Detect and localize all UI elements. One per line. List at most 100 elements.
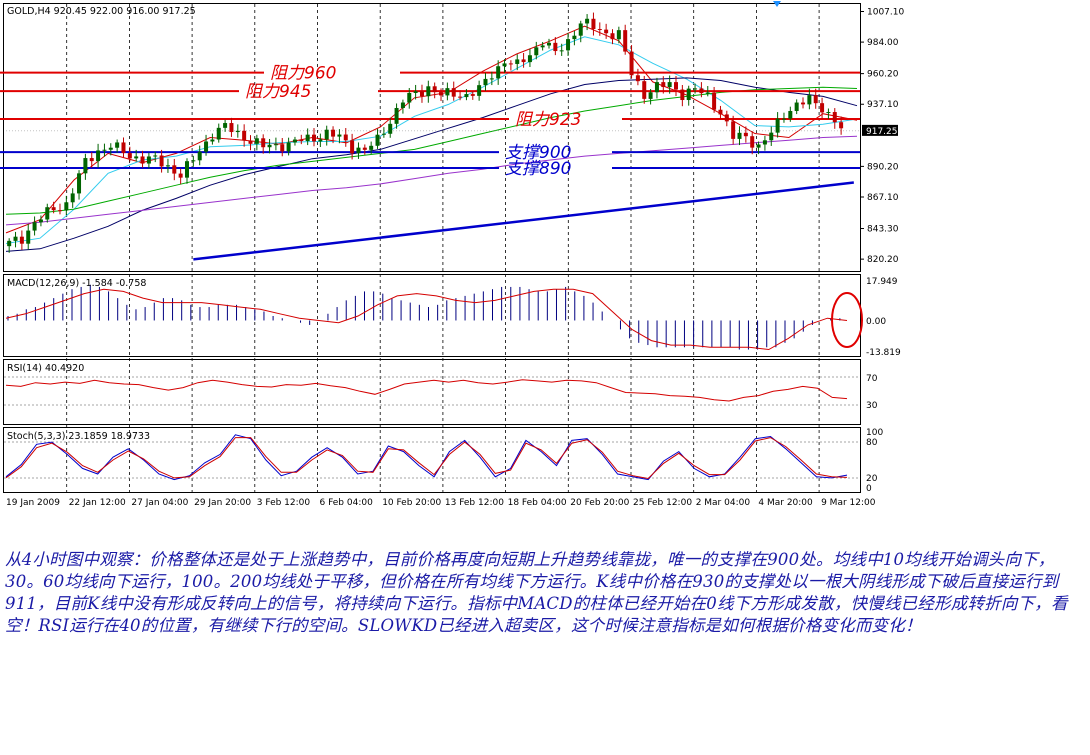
stoch-axis-80: 80 (866, 438, 878, 448)
time-tick-label: 25 Feb 12:00 (633, 498, 692, 508)
candle-body (375, 134, 380, 146)
candle-body (337, 134, 342, 137)
candle-body (229, 123, 234, 133)
level-label: 阻力945 (245, 82, 311, 102)
candle-body (159, 155, 164, 167)
stoch-axis-0: 0 (866, 484, 872, 494)
price-tick-label: 820.20 (867, 255, 899, 265)
level-label: 支撑890 (505, 159, 571, 179)
candle-body (826, 112, 831, 114)
macd-panel-frame (3, 274, 861, 357)
candle-body (286, 142, 291, 152)
rsi-panel-title: RSI(14) 40.4920 (7, 363, 84, 374)
time-tick-label: 2 Mar 04:00 (696, 498, 751, 508)
current-price-tag: 917.25 (862, 124, 898, 137)
time-tick-label: 4 Mar 20:00 (758, 498, 813, 508)
candle-body (273, 144, 278, 146)
price-tick-label: 984.00 (867, 38, 899, 48)
time-tick-label: 6 Feb 04:00 (320, 498, 374, 508)
candle-body (64, 202, 69, 211)
candle-body (350, 140, 355, 154)
candle-body (83, 158, 88, 174)
price-levels (0, 71, 860, 169)
candle-body (508, 63, 513, 65)
candle-body (153, 155, 158, 157)
candle-body (248, 140, 253, 144)
candle-body (635, 75, 640, 82)
candle-body (381, 133, 386, 135)
candle-body (292, 139, 297, 143)
time-tick-label: 22 Jan 12:00 (69, 498, 126, 508)
candle-body (45, 207, 50, 220)
stoch-panel-title: Stoch(5,3,3) 23.1859 18.9733 (7, 431, 150, 442)
candle-body (839, 122, 844, 129)
candle-body (102, 149, 107, 151)
candle-body (254, 138, 259, 144)
candle-body (820, 103, 825, 113)
level-label: 阻力960 (270, 64, 336, 84)
scroll-marker-icon[interactable] (773, 1, 781, 7)
rsi-axis-30: 30 (866, 401, 878, 411)
stoch-line-main (5, 434, 848, 481)
macd-panel-title: MACD(12,26,9) -1.584 -0.758 (7, 278, 146, 289)
candle-body (7, 240, 12, 247)
candle-body (737, 132, 742, 139)
chart-background (0, 0, 1090, 535)
candle-body (267, 144, 272, 148)
stoch-axis-20: 20 (866, 474, 878, 484)
rsi-line (5, 379, 848, 402)
time-tick-label: 20 Feb 20:00 (570, 498, 629, 508)
stoch-line-signal (5, 437, 848, 480)
candle-body (610, 33, 615, 40)
time-tick-label: 29 Jan 20:00 (194, 498, 251, 508)
macd-axis-top: 17.949 (866, 277, 898, 287)
time-tick-label: 10 Feb 20:00 (382, 498, 441, 508)
current-price-value: 917.25 (866, 127, 898, 137)
candle-body (724, 114, 729, 122)
candle-body (439, 92, 444, 96)
candle-body (312, 134, 317, 142)
candle-body (70, 193, 75, 203)
candle-body (648, 92, 653, 99)
candle-body (216, 127, 221, 140)
candle-body (96, 150, 101, 162)
candle-body (534, 47, 539, 56)
price-panel-title: GOLD,H4 920.45 922.00 916.00 917.25 (7, 6, 196, 17)
price-tick-label: 843.30 (867, 225, 899, 235)
candle-body (318, 139, 323, 142)
ma-line-60 (5, 77, 858, 252)
candle-body (693, 88, 698, 90)
macd-highlight-ellipse (831, 292, 863, 348)
candle-body (750, 136, 755, 148)
time-tick-label: 18 Feb 04:00 (508, 498, 567, 508)
candle-body (204, 141, 209, 152)
candle-body (426, 86, 431, 97)
candle-body (464, 94, 469, 98)
candle-body (394, 107, 399, 124)
candle-body (743, 132, 748, 137)
candle-body (407, 92, 412, 103)
candle-body (489, 78, 494, 80)
candle-body (38, 219, 43, 223)
candle-body (540, 45, 545, 48)
candle-body (127, 153, 132, 159)
candle-body (77, 173, 82, 194)
candle-body (197, 151, 202, 161)
price-tick-label: 1007.10 (867, 7, 904, 17)
candle-body (419, 91, 424, 97)
candle-body (235, 130, 240, 133)
candle-body (400, 102, 405, 108)
candle-body (210, 139, 215, 142)
panel-frames (3, 3, 861, 493)
rsi-levels (4, 376, 860, 406)
ma-line-200 (5, 135, 858, 226)
candle-body (115, 142, 120, 148)
candle-body (775, 118, 780, 133)
candle-body (674, 82, 679, 90)
level-label: 支撑900 (505, 143, 571, 163)
time-tick-label: 13 Feb 12:00 (445, 498, 504, 508)
candle-body (762, 140, 767, 145)
candle-body (521, 59, 526, 63)
time-tick-label: 9 Mar 12:00 (821, 498, 876, 508)
candle-body (794, 102, 799, 111)
